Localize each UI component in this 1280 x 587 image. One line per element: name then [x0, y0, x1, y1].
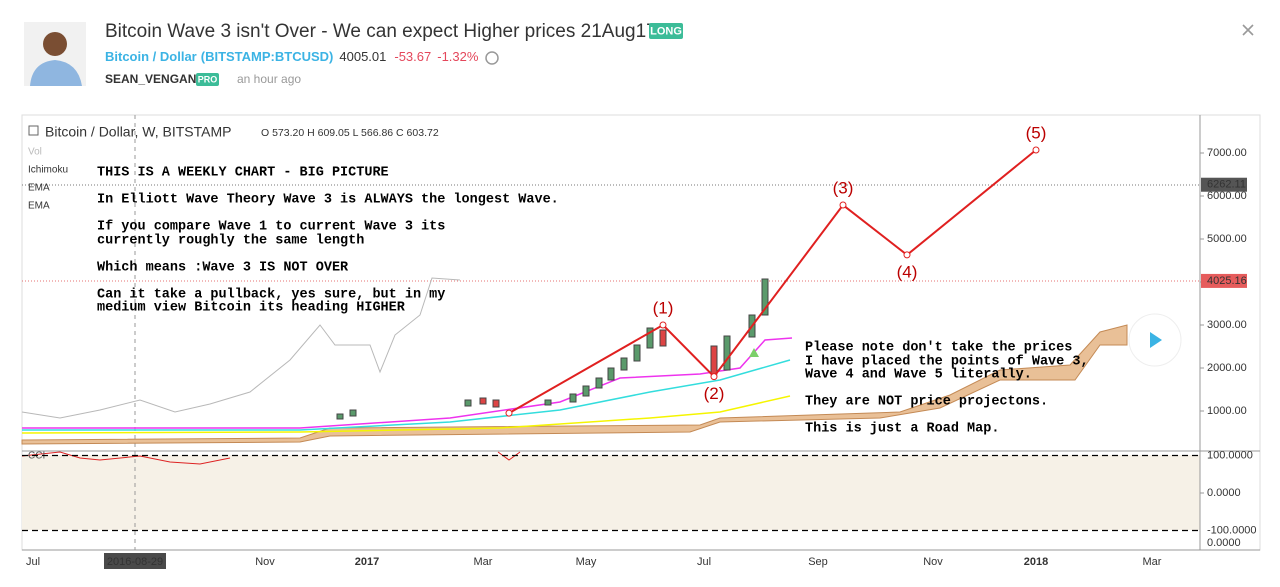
price-tick-label: 3000.00: [1207, 319, 1247, 331]
note-left: Which means :Wave 3 IS NOT OVER: [97, 261, 349, 276]
ema: [22, 359, 791, 431]
note-left: Can it take a pullback, yes sure, but in…: [97, 288, 445, 303]
cci-line: [21, 451, 521, 465]
price-tick-label: 5000.00: [1207, 233, 1247, 245]
cursor-date-bg: [104, 553, 166, 569]
note-right: They are NOT price projectons.: [805, 395, 1048, 410]
cci-tick-label: 100.0000: [1207, 449, 1253, 461]
alert-icon[interactable]: [485, 51, 499, 65]
time-tick-label: Jul: [697, 556, 711, 568]
wave-label: (3): [833, 179, 854, 198]
ichimoku-lagging: [21, 277, 461, 419]
cci-tick-label: 0.0000: [1207, 537, 1241, 549]
time-tick-label: May: [576, 556, 597, 568]
wave-point: [659, 321, 667, 329]
wave-label: (5): [1026, 123, 1047, 142]
cci-tick-label: -100.0000: [1207, 524, 1257, 536]
time-tick-label: Nov: [923, 556, 943, 568]
author[interactable]: SEAN_VENGAN: [105, 72, 196, 86]
note-left: THIS IS A WEEKLY CHART - BIG PICTURE: [97, 166, 389, 181]
pro-bg: [196, 73, 219, 86]
badge: LONG: [650, 25, 682, 37]
time-tick-label: Nov: [255, 556, 275, 568]
chart-legend: Bitcoin / Dollar, W, BITSTAMP: [45, 124, 231, 140]
time-tick-label: 2018: [1024, 556, 1048, 568]
ichimoku-cloud: [21, 324, 1128, 445]
wave-point: [903, 251, 911, 259]
exchange[interactable]: (BITSTAMP:BTCUSD): [201, 49, 334, 64]
time-tick-label: Mar: [1143, 556, 1162, 568]
indicator-label: EMA: [28, 183, 50, 194]
change: -53.67: [394, 49, 431, 64]
wave-point: [839, 201, 847, 209]
symbol[interactable]: Bitcoin / Dollar: [105, 49, 197, 64]
indicator-label: EMA: [28, 201, 50, 212]
cci-band: [22, 455, 1200, 530]
signal-arrow: [749, 348, 759, 357]
wave-label: (4): [897, 262, 918, 281]
price-tick-label: 1000.00: [1207, 405, 1247, 417]
avatar: [24, 22, 86, 86]
time-tick-label: Mar: [474, 556, 493, 568]
price-tag: [1201, 273, 1247, 288]
symbol-line: Bitcoin / Dollar (BITSTAMP:BTCUSD) 4005.01…: [105, 49, 479, 64]
time-tick-label: Jul: [26, 556, 40, 568]
wave-label: (2): [704, 384, 725, 403]
price-tick-label: 6000.00: [1207, 190, 1247, 202]
price-tick-label: 2000.00: [1207, 362, 1247, 374]
note-right: I have placed the points of Wave 3,: [805, 355, 1089, 370]
wave-point: [710, 373, 718, 381]
note-right: Wave 4 and Wave 5 literally.: [805, 368, 1032, 383]
close-button[interactable]: [1242, 24, 1254, 36]
price-tag-label: 6262.11: [1207, 179, 1246, 191]
price: 4005.01: [339, 49, 386, 64]
note-right: This is just a Road Map.: [805, 422, 999, 437]
wave-point: [505, 409, 513, 417]
wave-label: (1): [653, 298, 674, 317]
cci-tick-label: 0.0000: [1207, 487, 1241, 499]
note-left: In Elliott Wave Theory Wave 3 is ALWAYS …: [97, 193, 559, 208]
ema: [21, 395, 791, 434]
note-left: If you compare Wave 1 to current Wave 3 …: [97, 220, 445, 235]
pro-badge: PRO: [198, 74, 218, 84]
ohlc: O 573.20 H 609.05 L 566.86 C 603.72: [261, 127, 439, 139]
price-tag-label: 4025.16: [1207, 275, 1247, 287]
play-icon: [1150, 332, 1162, 348]
note-left: medium view Bitcoin its heading HIGHER: [97, 301, 406, 316]
indicator-label: Ichimoku: [28, 165, 68, 176]
price-tag: [1201, 177, 1247, 192]
indicator-label: Vol: [28, 147, 42, 158]
title: Bitcoin Wave 3 isn't Over - We can expec…: [105, 21, 657, 42]
change-pct: -1.32%: [437, 49, 479, 64]
wave-line: [508, 149, 1037, 415]
ema: [22, 337, 793, 429]
chart: Bitcoin / Dollar, W, BITSTAMP O 573.20 H…: [21, 114, 1261, 551]
cursor-date: 2016-08-29: [107, 556, 163, 568]
time-tick-label: 2017: [355, 556, 379, 568]
time: an hour ago: [237, 72, 301, 86]
badge-bg: [649, 23, 683, 39]
collapse-icon[interactable]: [28, 125, 39, 136]
price-tick-label: 7000.00: [1207, 147, 1247, 159]
wave-point: [1032, 146, 1040, 154]
time-tick-label: Sep: [808, 556, 828, 568]
note-right: Please note don't take the prices: [805, 341, 1072, 356]
note-left: currently roughly the same length: [97, 234, 364, 249]
